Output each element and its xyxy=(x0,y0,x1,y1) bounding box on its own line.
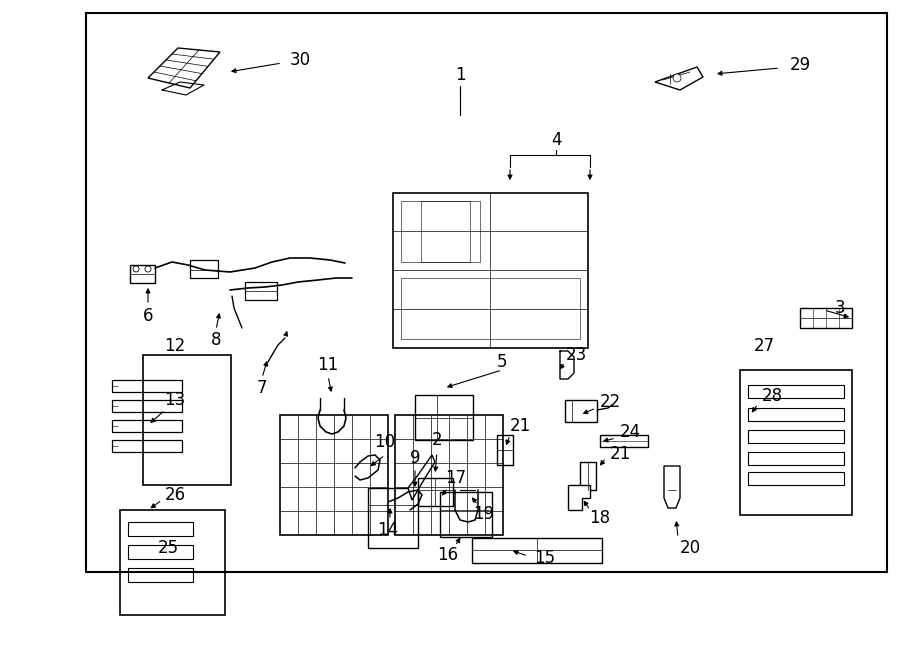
Bar xyxy=(143,355,231,485)
Bar xyxy=(245,282,277,300)
Text: 28: 28 xyxy=(761,387,783,405)
Circle shape xyxy=(145,266,151,272)
Polygon shape xyxy=(664,466,680,508)
Text: 25: 25 xyxy=(158,539,178,557)
Text: 18: 18 xyxy=(590,509,610,527)
Bar xyxy=(401,278,580,339)
Text: 23: 23 xyxy=(565,346,587,364)
Bar xyxy=(497,435,513,465)
Text: 3: 3 xyxy=(834,299,845,317)
Text: 27: 27 xyxy=(753,337,775,355)
Text: 11: 11 xyxy=(318,356,338,374)
Bar xyxy=(395,415,503,535)
Bar xyxy=(368,488,418,548)
Text: 17: 17 xyxy=(446,469,466,487)
Text: 30: 30 xyxy=(290,51,310,69)
Text: 13: 13 xyxy=(165,391,185,409)
Bar xyxy=(580,462,596,490)
Polygon shape xyxy=(148,48,220,88)
Bar xyxy=(393,193,588,348)
Text: 4: 4 xyxy=(551,131,562,149)
Bar xyxy=(128,568,193,582)
Text: 29: 29 xyxy=(789,56,811,74)
Polygon shape xyxy=(655,67,703,90)
Text: 21: 21 xyxy=(609,445,631,463)
Text: 10: 10 xyxy=(374,433,396,451)
Bar xyxy=(740,370,852,515)
Text: 24: 24 xyxy=(619,423,641,441)
Bar xyxy=(440,492,492,537)
Bar xyxy=(128,522,193,536)
Bar xyxy=(112,380,182,392)
Bar xyxy=(280,415,388,535)
Bar xyxy=(120,510,225,615)
Polygon shape xyxy=(408,455,435,500)
Text: 7: 7 xyxy=(256,379,267,397)
Text: 2: 2 xyxy=(432,431,442,449)
Text: 16: 16 xyxy=(437,546,459,564)
Bar xyxy=(401,201,470,262)
Bar xyxy=(748,408,844,421)
Bar xyxy=(112,400,182,412)
Bar xyxy=(421,201,480,262)
Bar xyxy=(190,260,218,278)
Text: 5: 5 xyxy=(497,353,508,371)
Text: 14: 14 xyxy=(377,521,399,539)
Circle shape xyxy=(673,74,681,82)
Bar xyxy=(472,538,602,563)
Text: 26: 26 xyxy=(165,486,185,504)
Bar xyxy=(748,385,844,398)
Bar xyxy=(748,430,844,443)
Text: 22: 22 xyxy=(599,393,621,411)
Text: 20: 20 xyxy=(680,539,700,557)
Text: 21: 21 xyxy=(509,417,531,435)
Bar xyxy=(748,452,844,465)
Text: 9: 9 xyxy=(410,449,420,467)
Text: 19: 19 xyxy=(473,505,495,523)
Bar xyxy=(565,400,597,422)
Bar xyxy=(600,435,648,447)
Text: 12: 12 xyxy=(165,337,185,355)
Text: 6: 6 xyxy=(143,307,153,325)
Bar xyxy=(415,395,473,440)
Text: 8: 8 xyxy=(211,331,221,349)
Bar xyxy=(800,308,852,328)
Text: 15: 15 xyxy=(535,549,555,567)
Text: 1: 1 xyxy=(454,66,465,84)
Circle shape xyxy=(133,266,139,272)
Bar xyxy=(112,440,182,452)
Bar xyxy=(128,545,193,559)
Polygon shape xyxy=(568,485,590,510)
Bar xyxy=(418,478,453,506)
Bar xyxy=(112,420,182,432)
Bar xyxy=(748,472,844,485)
Bar xyxy=(130,265,155,283)
Bar xyxy=(86,13,886,572)
